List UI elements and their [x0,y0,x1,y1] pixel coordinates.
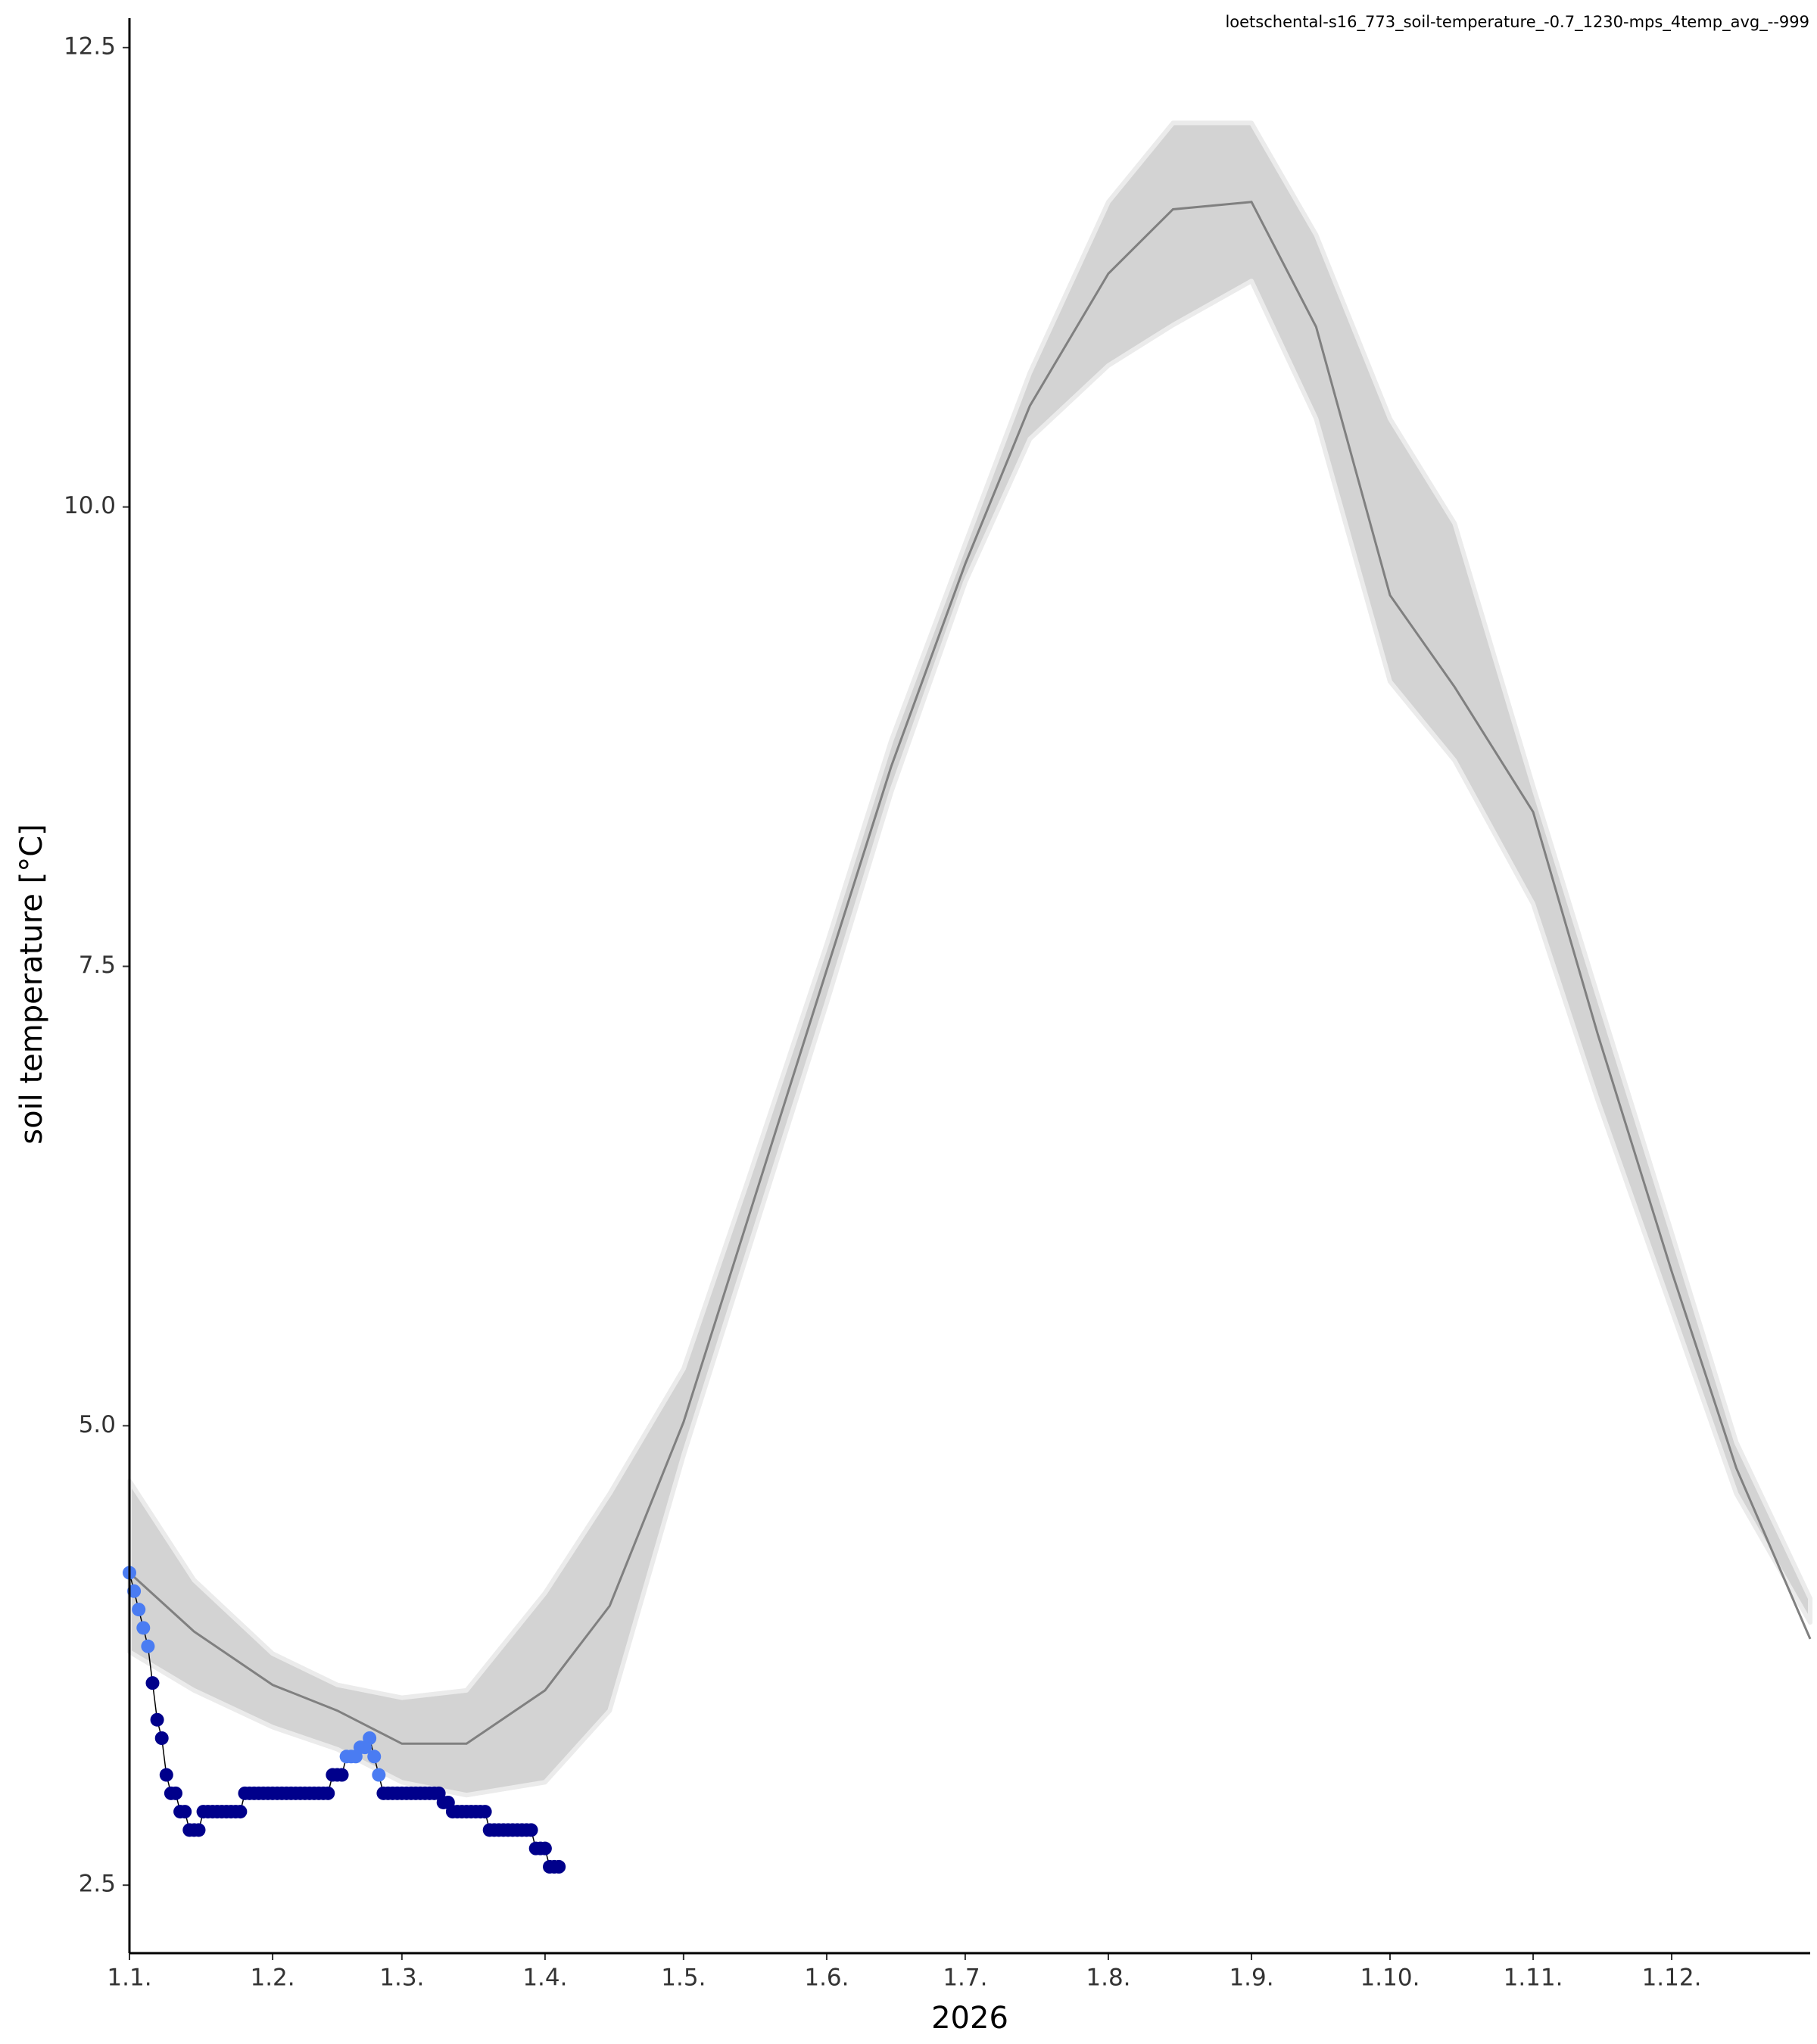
band [127,120,1812,1798]
chart-title: loetschental-s16_773_soil-temperature_-0… [1225,13,1809,32]
observed-point [154,1731,169,1745]
observed-point [321,1786,335,1800]
x-tick-label: 1.10. [1360,1965,1420,1992]
x-tick-label: 1.9. [1229,1965,1273,1992]
observed-point [141,1639,155,1653]
x-tick-label: 1.1. [107,1965,151,1992]
x-tick-label: 1.3. [379,1965,424,1992]
observed-point [478,1805,492,1819]
x-tick-label: 1.12. [1642,1965,1702,1992]
x-tick-label: 1.4. [522,1965,567,1992]
observed-point [132,1603,146,1617]
observed-point [335,1768,349,1782]
x-tick-label: 1.7. [943,1965,987,1992]
observed-point [538,1841,552,1855]
observed-point [524,1823,538,1837]
observed-point [136,1621,151,1635]
y-axis-title: soil temperature [°C] [14,824,49,1145]
y-tick-label: 12.5 [64,33,116,60]
observed-point [192,1823,206,1837]
x-tick-label: 1.2. [250,1965,295,1992]
y-tick-label: 10.0 [64,492,116,519]
y-tick-label: 2.5 [79,1871,116,1898]
observed-point [168,1786,182,1800]
observed-point [552,1859,566,1874]
observed-point [233,1805,248,1819]
observed-point [145,1676,160,1690]
x-axis-title: 2026 [931,2001,1008,2036]
observed-point [367,1750,382,1764]
observed-point [127,1584,142,1598]
observed-line [129,1572,559,1868]
x-tick-label: 1.11. [1504,1965,1563,1992]
y-tick-label: 5.0 [79,1411,116,1438]
observed-point [150,1712,164,1727]
observed-point [159,1768,173,1782]
y-tick-label: 7.5 [79,952,116,979]
observed-point [372,1768,386,1782]
observed-point [363,1731,377,1745]
median-line [128,201,1812,1745]
x-tick-label: 1.6. [804,1965,849,1992]
x-tick-label: 1.5. [661,1965,706,1992]
x-tick-label: 1.8. [1086,1965,1130,1992]
observed-point [178,1805,192,1819]
